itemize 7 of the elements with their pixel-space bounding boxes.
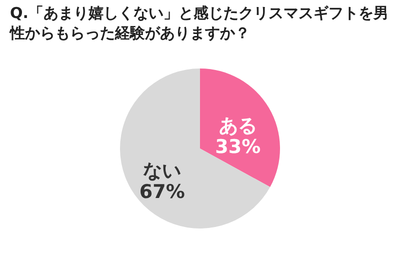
data-label: 67% (139, 180, 185, 203)
pie-slice (200, 68, 280, 188)
data-label: 33% (215, 136, 261, 158)
pie-slice (120, 68, 270, 228)
slice-label: ない (143, 160, 182, 182)
chart-title: Q.「あまり嬉しくない」と感じたクリスマスギフトを男性からもらった経験がありますか？ (9, 4, 388, 42)
slice-label: ある (218, 115, 257, 138)
